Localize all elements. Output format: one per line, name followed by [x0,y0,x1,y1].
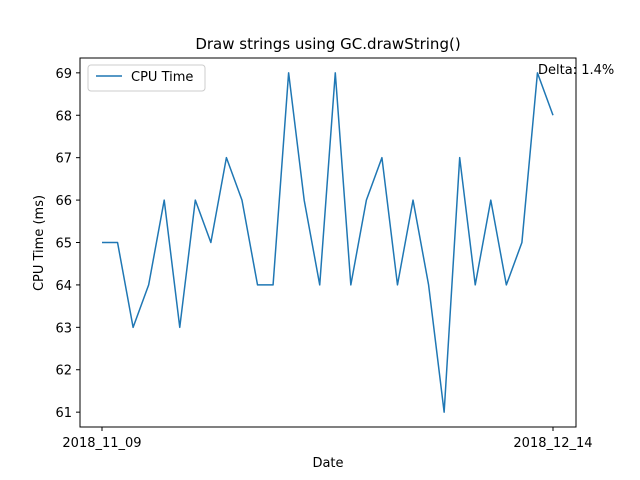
plot-area: 61 62 63 64 65 66 67 68 69 2018_11_09 2018_12_14 CP… [55,57,593,451]
data-point [116,241,119,244]
legend: CPU Time [87,64,206,92]
data-point [458,156,461,159]
data-point [412,199,415,202]
data-point [303,199,306,202]
data-point [365,199,368,202]
data-point [225,156,228,159]
data-point [443,411,446,414]
data-point [209,241,212,244]
y-tick-label: 66 [55,194,72,209]
y-tick-label: 61 [55,406,72,421]
data-point [147,283,150,286]
data-point [178,326,181,329]
legend-box [87,64,206,92]
data-point [318,283,321,286]
y-axis-label: CPU Time (ms) [32,195,47,291]
data-point [272,283,275,286]
y-tick-label: 64 [55,279,72,294]
y-tick-label: 63 [55,321,72,336]
y-tick-label: 68 [55,109,72,124]
data-point [256,283,259,286]
data-point [489,199,492,202]
data-point [380,156,383,159]
x-tick-label: 2018_12_14 [513,436,592,451]
data-point [427,283,430,286]
data-point [334,71,337,74]
x-axis-label: Date [312,456,343,471]
series-line-cpu-time [102,72,554,413]
data-point [520,241,523,244]
data-point [287,71,290,74]
data-point [132,326,135,329]
data-point [396,283,399,286]
data-point [505,283,508,286]
data-point [163,199,166,202]
x-tick-label: 2018_11_09 [62,436,141,451]
data-point [240,199,243,202]
chart-title: Draw strings using GC.drawString() [195,35,460,53]
data-point [474,283,477,286]
axes-frame [79,57,577,428]
data-point [194,199,197,202]
y-tick-label: 69 [55,67,72,82]
y-tick-label: 62 [55,364,72,379]
data-point [349,283,352,286]
data-point [552,114,555,117]
legend-label: CPU Time [131,70,193,85]
y-tick-label: 65 [55,237,72,252]
y-tick-label: 67 [55,152,72,167]
data-point [101,241,104,244]
delta-annotation: Delta: 1.4% [538,63,614,78]
